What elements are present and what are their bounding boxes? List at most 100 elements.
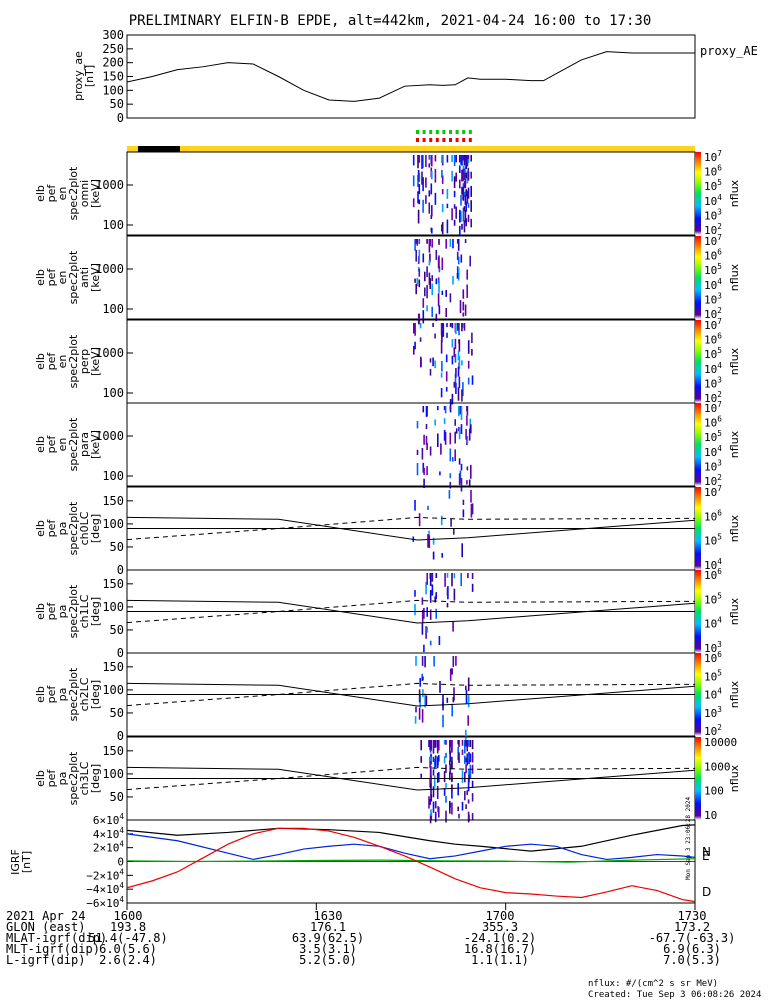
flux-cell [421, 597, 424, 605]
flux-cell [431, 171, 433, 180]
igrf-series-total [126, 824, 696, 852]
flux-cell [442, 702, 444, 711]
flux-cell [437, 293, 440, 307]
flux-cell [459, 225, 461, 236]
flux-cell [461, 801, 464, 811]
green-status-marks [416, 130, 472, 134]
y-label-line: spec2plot [67, 584, 80, 638]
flux-cell [452, 697, 455, 703]
flux-cell [425, 195, 427, 204]
colorbar-tick-label: 104 [704, 193, 722, 208]
red-mark [462, 138, 466, 142]
flux-cell [449, 473, 452, 479]
y-label-line: [deg] [89, 597, 102, 626]
flux-cell [414, 239, 416, 251]
colorbar-tick-label: 105 [704, 178, 722, 193]
y-label-line: pef [45, 685, 58, 704]
flux-cell [429, 609, 432, 620]
flux-cell [442, 714, 444, 728]
flux-cell [420, 356, 422, 368]
flux-cell [445, 354, 448, 363]
flux-cell [428, 259, 431, 266]
flux-cell [462, 207, 465, 222]
flux-cell [441, 189, 444, 195]
flux-cell [415, 239, 417, 244]
y-ticks-ch2LC: 150 100 50 0 [102, 660, 133, 743]
flux-cell [416, 277, 419, 287]
colorbar-label: nflux [728, 179, 741, 207]
x-axis-value: 1630 [314, 909, 343, 923]
flux-cell [462, 301, 465, 311]
green-mark [422, 130, 426, 134]
flux-cell [457, 387, 460, 401]
flux-cell [458, 339, 461, 352]
flux-cell [468, 479, 471, 486]
flux-cell [459, 300, 462, 313]
y-label-line: pef [45, 769, 58, 788]
flux-cell [457, 783, 459, 796]
flux-cell [421, 155, 423, 169]
flux-cell [465, 804, 467, 809]
flux-cell [415, 706, 417, 713]
flux-cell [428, 155, 431, 160]
flux-cell [471, 793, 474, 802]
flux-cell [432, 769, 435, 776]
flux-cell [441, 361, 443, 372]
flux-cell [461, 360, 463, 366]
flux-cell [426, 573, 428, 585]
y-label-line: [deg] [89, 680, 102, 709]
colorbar-tick-label: 106 [704, 164, 722, 179]
colorbar-tick-label: 103 [704, 291, 722, 306]
flux-cell [466, 480, 468, 485]
red-mark [429, 138, 433, 142]
flux-cell [467, 360, 470, 369]
y-ticks-anti: 1000 100 [95, 262, 133, 316]
flux-cell [421, 709, 424, 723]
flux-cell [418, 239, 421, 244]
flux-cell [429, 253, 431, 263]
flux-cell [471, 573, 474, 579]
flux-cell [459, 470, 462, 484]
flux-cell [465, 201, 467, 212]
flux-cell [449, 239, 452, 247]
flux-cell [414, 499, 416, 511]
colorbar-label: nflux [728, 430, 741, 458]
flux-cell [428, 163, 431, 168]
x-axis-row-label: MLAT-igrf(dip) [6, 931, 107, 945]
flux-cell [465, 218, 467, 227]
side-timestamp: Mon Sep 3 23:06:28 2024 [685, 797, 692, 880]
flux-cell [462, 382, 464, 397]
flux-cell [421, 171, 423, 185]
flux-cell [428, 796, 430, 809]
flux-cell [414, 278, 416, 283]
flux-cell [445, 307, 447, 317]
flux-cell [445, 290, 447, 297]
flux-cell [461, 770, 464, 783]
flux-cell [443, 771, 446, 783]
flux-cell [415, 656, 417, 666]
ae-tick-label: 200 [102, 56, 124, 70]
y-label-line: ch1LC [78, 594, 91, 628]
flux-cell [461, 740, 464, 746]
flux-cell [425, 155, 427, 167]
ae-tick-label: 150 [102, 70, 124, 84]
spectrogram-data-perp [413, 323, 474, 413]
green-mark [468, 130, 472, 134]
x-axis-value: 7.0(5.3) [663, 953, 721, 967]
flux-cell [453, 155, 456, 166]
flux-cell [469, 764, 472, 779]
y-label-line: spec2plot [67, 501, 80, 555]
flux-cell [445, 783, 447, 788]
flux-cell [434, 801, 437, 809]
flux-cell [431, 205, 433, 217]
colorbar-tick-label: 10 [704, 809, 717, 822]
y-label-line: elb [34, 436, 47, 453]
flux-cell [462, 289, 465, 299]
flux-cell [449, 323, 452, 327]
flux-cell [462, 499, 465, 505]
flux-cell [441, 290, 444, 295]
flux-cell [449, 771, 451, 781]
flux-cell [412, 155, 415, 166]
flux-cell [467, 715, 469, 726]
flux-cell [433, 758, 436, 770]
